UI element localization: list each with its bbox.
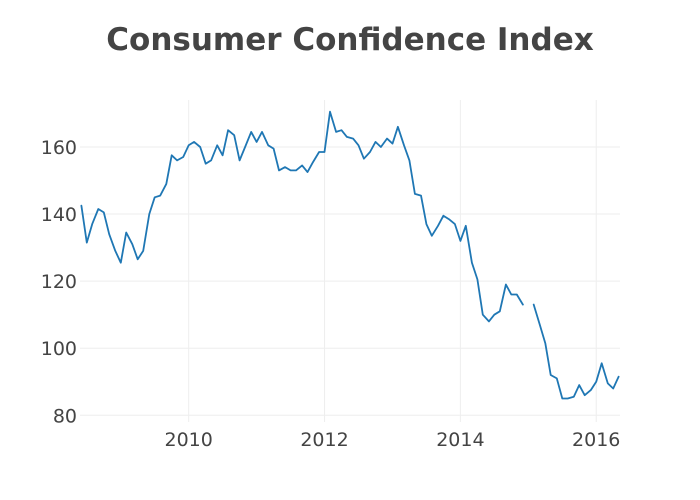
series-layer bbox=[80, 110, 620, 400]
x-tick-label: 2012 bbox=[300, 429, 348, 451]
y-tick-label: 160 bbox=[41, 137, 77, 159]
series-line-segment bbox=[80, 110, 524, 323]
y-tick-label: 120 bbox=[41, 271, 77, 293]
y-axis-ticks: 80 100 120 140 160 bbox=[41, 137, 77, 427]
x-tick-label: 2010 bbox=[164, 429, 212, 451]
x-tick-label: 2016 bbox=[572, 429, 620, 451]
y-tick-label: 100 bbox=[41, 338, 77, 360]
y-tick-label: 140 bbox=[41, 204, 77, 226]
chart-title: Consumer Confidence Index bbox=[106, 22, 593, 58]
series-line-segment bbox=[532, 303, 620, 400]
x-tick-label: 2014 bbox=[436, 429, 484, 451]
x-axis-ticks: 2010 2012 2014 2016 bbox=[164, 429, 620, 451]
grid bbox=[80, 100, 620, 422]
y-tick-label: 80 bbox=[53, 405, 77, 427]
